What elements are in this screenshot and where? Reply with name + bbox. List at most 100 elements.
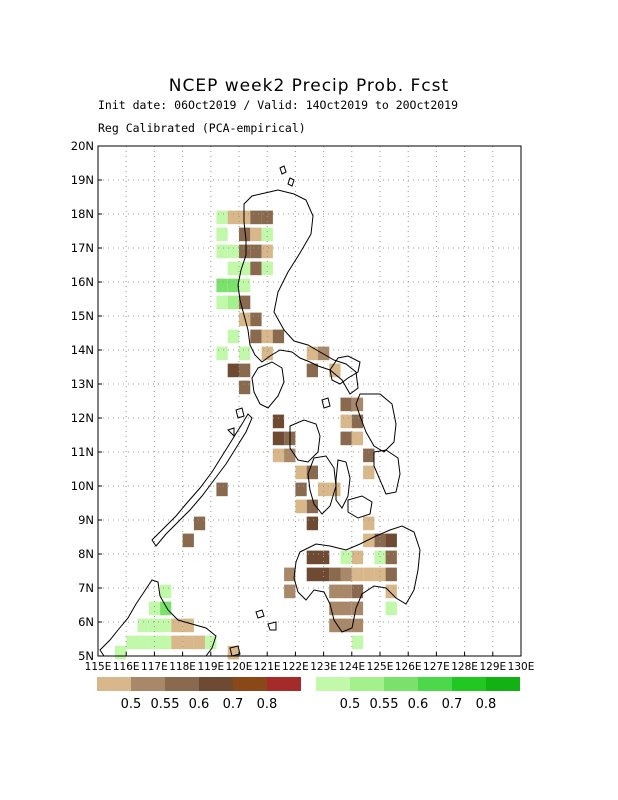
probability-cell	[239, 278, 251, 293]
coastline	[99, 165, 421, 657]
probability-cell	[182, 635, 194, 650]
probability-cell	[227, 278, 239, 293]
probability-cell	[284, 567, 296, 582]
legend-label: 0.7	[442, 697, 463, 712]
legend-label: 0.8	[476, 697, 497, 712]
probability-cell	[227, 261, 239, 276]
x-tick-label: 129E	[479, 661, 506, 673]
x-tick-label: 121E	[254, 661, 281, 673]
x-tick-label: 117E	[141, 661, 168, 673]
probability-cell	[239, 363, 251, 378]
probability-cell	[216, 278, 228, 293]
probability-cell	[306, 499, 318, 514]
y-tick-label: 20N	[71, 139, 94, 153]
probability-cell	[216, 346, 228, 361]
probability-cell	[250, 210, 262, 225]
probability-cell	[227, 329, 239, 344]
probability-cell	[306, 550, 318, 565]
legend-swatch	[350, 677, 384, 691]
probability-cell	[306, 465, 318, 480]
legend-swatch	[452, 677, 486, 691]
probability-cell	[261, 210, 273, 225]
probability-cell	[239, 380, 251, 395]
legend-label: 0.5	[340, 697, 361, 712]
probability-cell	[374, 533, 386, 548]
probability-cell	[340, 567, 352, 582]
y-tick-label: 14N	[71, 343, 94, 357]
probability-cell	[363, 533, 375, 548]
y-tick-label: 8N	[78, 547, 94, 561]
probability-cell	[250, 329, 262, 344]
probability-cell	[250, 261, 262, 276]
probability-cell	[385, 533, 397, 548]
y-tick-label: 6N	[78, 615, 94, 629]
probability-cell	[284, 448, 296, 463]
bicol-coast	[329, 355, 361, 385]
probability-cell	[374, 550, 386, 565]
y-tick-label: 12N	[71, 411, 94, 425]
probability-cell	[295, 465, 307, 480]
probability-cell	[374, 567, 386, 582]
map-frame	[97, 145, 522, 657]
probability-cell	[351, 550, 364, 565]
legend-swatch	[316, 677, 350, 691]
probability-cell	[227, 295, 239, 310]
probability-cell	[160, 601, 172, 616]
x-tick-label: 127E	[423, 661, 450, 673]
probability-cell	[351, 414, 364, 429]
probability-cell	[351, 601, 364, 616]
legend-label: 0.6	[408, 697, 429, 712]
probability-cell	[295, 499, 307, 514]
probability-cell	[261, 227, 273, 242]
palawan-coast	[151, 413, 253, 547]
probability-cell	[318, 482, 330, 497]
probability-cell	[318, 550, 330, 565]
map-title: NCEP week2 Precip Prob. Fcst	[168, 76, 450, 96]
x-tick-label: 118E	[169, 661, 196, 673]
small-island-7	[229, 645, 241, 657]
mindanao-coast	[293, 525, 421, 633]
probability-cell	[261, 346, 273, 361]
y-tick-label: 5N	[78, 649, 94, 663]
legend-label: 0.8	[257, 697, 278, 712]
probability-cell	[306, 363, 318, 378]
probability-cell	[272, 414, 285, 429]
probability-cell	[160, 635, 172, 650]
x-axis-ticks: 115E 116E 117E 118E 119E 120E 121E 122E 123E 124E…	[85, 652, 535, 673]
probability-cell	[340, 431, 352, 446]
probability-cell	[227, 363, 239, 378]
probability-cell	[227, 210, 239, 225]
probability-cell	[329, 584, 341, 599]
probability-cell	[363, 448, 375, 463]
probability-cell	[351, 618, 364, 633]
legend-swatch	[165, 677, 199, 691]
probability-cell	[329, 363, 341, 378]
legend-label: 0.7	[223, 697, 244, 712]
cebu-coast	[335, 459, 351, 509]
x-tick-label: 120E	[226, 661, 253, 673]
probability-cell	[340, 601, 352, 616]
probability-cell	[351, 584, 364, 599]
legend-label: 0.6	[189, 697, 210, 712]
legend-swatch	[418, 677, 452, 691]
probability-cell	[148, 618, 161, 633]
probability-cell	[385, 601, 397, 616]
probability-cell	[239, 261, 251, 276]
x-tick-label: 125E	[367, 661, 394, 673]
probability-cell	[250, 227, 262, 242]
probability-cell	[126, 635, 138, 650]
probability-cell	[216, 210, 228, 225]
x-tick-label: 122E	[282, 661, 309, 673]
legend-swatch	[97, 677, 131, 691]
probability-cell	[329, 567, 341, 582]
probability-cell	[250, 244, 262, 259]
probability-cell	[306, 516, 318, 531]
legend-swatch	[131, 677, 165, 691]
y-tick-label: 15N	[71, 309, 94, 323]
probability-cell	[340, 414, 352, 429]
legend-label: 0.55	[151, 697, 180, 712]
y-tick-label: 17N	[71, 241, 94, 255]
y-tick-label: 13N	[71, 377, 94, 391]
x-tick-label: 130E	[508, 661, 535, 673]
leyte-coast	[373, 449, 401, 495]
